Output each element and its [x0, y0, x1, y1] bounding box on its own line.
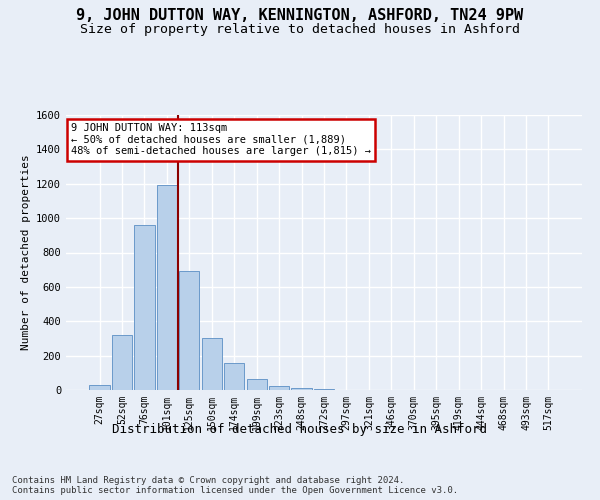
Bar [112, 335, 132, 390]
Bar [202, 338, 222, 390]
Bar [269, 386, 289, 390]
Text: Size of property relative to detached houses in Ashford: Size of property relative to detached ho… [80, 22, 520, 36]
Bar [157, 186, 177, 390]
Bar [224, 364, 244, 390]
Bar [89, 385, 110, 390]
Text: 9 JOHN DUTTON WAY: 113sqm
← 50% of detached houses are smaller (1,889)
48% of se: 9 JOHN DUTTON WAY: 113sqm ← 50% of detac… [71, 123, 371, 156]
Bar [247, 379, 267, 390]
Bar [292, 388, 311, 390]
Text: 9, JOHN DUTTON WAY, KENNINGTON, ASHFORD, TN24 9PW: 9, JOHN DUTTON WAY, KENNINGTON, ASHFORD,… [76, 8, 524, 22]
Bar [179, 272, 199, 390]
Bar [134, 225, 155, 390]
Text: Contains HM Land Registry data © Crown copyright and database right 2024.
Contai: Contains HM Land Registry data © Crown c… [12, 476, 458, 495]
Bar [314, 389, 334, 390]
Text: Distribution of detached houses by size in Ashford: Distribution of detached houses by size … [113, 422, 487, 436]
Y-axis label: Number of detached properties: Number of detached properties [20, 154, 31, 350]
